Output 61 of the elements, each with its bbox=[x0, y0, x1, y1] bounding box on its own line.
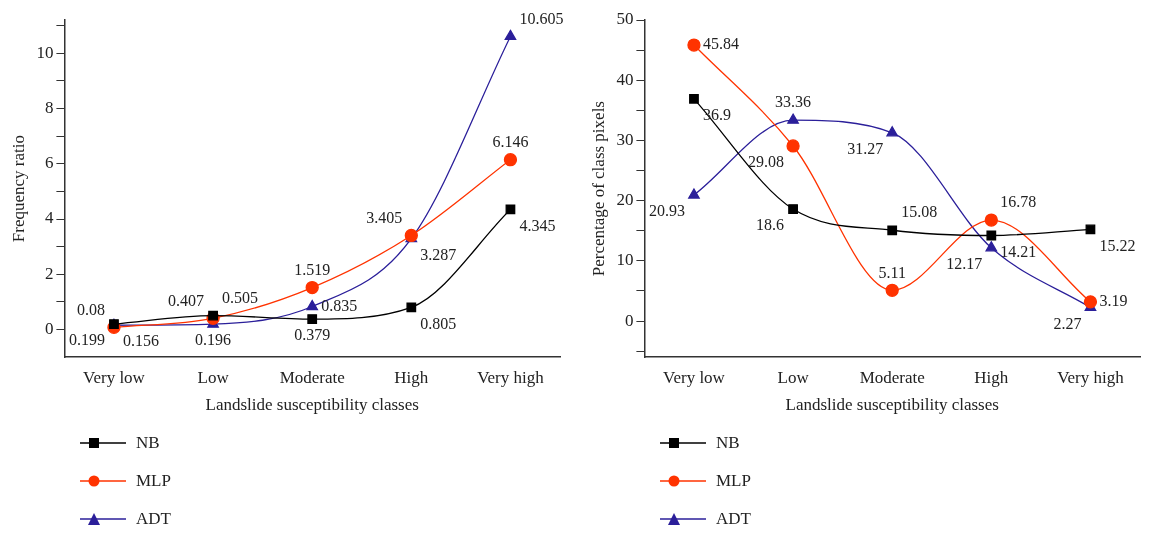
x-tick-label: Low bbox=[197, 367, 230, 387]
data-label: 0.196 bbox=[195, 331, 232, 349]
data-label: 45.84 bbox=[702, 35, 739, 53]
y-tick-label: 20 bbox=[616, 190, 634, 210]
data-label: 4.345 bbox=[519, 216, 556, 234]
legend-label: ADT bbox=[716, 509, 751, 529]
x-tick-label: Very low bbox=[83, 367, 146, 387]
y-tick-label: 50 bbox=[616, 9, 634, 29]
data-label: 3.287 bbox=[420, 245, 457, 263]
legend-label: ADT bbox=[136, 509, 171, 529]
data-label: 0.156 bbox=[122, 332, 159, 350]
data-label: 0.805 bbox=[420, 314, 457, 332]
y-tick-label: 0 bbox=[624, 310, 634, 330]
legend-label: NB bbox=[136, 433, 160, 453]
y-tick-label: 2 bbox=[44, 263, 54, 283]
data-label: 5.11 bbox=[878, 263, 906, 281]
x-tick-label: Moderate bbox=[859, 367, 925, 387]
legend-label: MLP bbox=[716, 471, 751, 491]
data-label: 0.199 bbox=[68, 331, 105, 349]
data-label: 0.505 bbox=[222, 288, 259, 306]
data-label: 31.27 bbox=[847, 139, 884, 157]
data-label: 1.519 bbox=[294, 260, 331, 278]
data-label: 2.27 bbox=[1053, 314, 1082, 332]
y-tick-label: 8 bbox=[44, 97, 54, 117]
data-label: 10.605 bbox=[519, 9, 564, 27]
y-tick-label: 10 bbox=[616, 250, 634, 270]
x-tick-label: Moderate bbox=[279, 367, 345, 387]
data-label: 20.93 bbox=[648, 202, 685, 220]
y-axis-title: Percentage of class pixels bbox=[588, 101, 608, 277]
x-axis-title: Landslide susceptibility classes bbox=[785, 395, 999, 415]
x-tick-label: High bbox=[974, 367, 1009, 387]
data-label: 14.21 bbox=[1000, 242, 1037, 260]
y-tick-label: 0 bbox=[44, 319, 54, 339]
y-tick-label: 10 bbox=[36, 42, 54, 62]
data-label: 0.407 bbox=[168, 291, 205, 309]
y-tick-label: 4 bbox=[44, 208, 54, 228]
data-label: 0.379 bbox=[294, 326, 331, 344]
x-tick-label: Very high bbox=[1057, 367, 1125, 387]
data-label: 6.146 bbox=[492, 132, 529, 150]
data-label: 0.08 bbox=[76, 300, 105, 318]
data-label: 16.78 bbox=[1000, 193, 1037, 211]
x-tick-label: Low bbox=[777, 367, 810, 387]
data-label: 15.22 bbox=[1099, 236, 1136, 254]
x-tick-label: High bbox=[394, 367, 429, 387]
data-label: 29.08 bbox=[748, 153, 785, 171]
data-label: 3.405 bbox=[366, 208, 403, 226]
data-label: 33.36 bbox=[775, 93, 812, 111]
x-tick-label: Very low bbox=[663, 367, 726, 387]
x-axis-title: Landslide susceptibility classes bbox=[205, 395, 419, 415]
data-label: 0.835 bbox=[321, 296, 358, 314]
data-label: 12.17 bbox=[946, 254, 983, 272]
data-label: 15.08 bbox=[901, 203, 938, 221]
x-tick-label: Very high bbox=[477, 367, 545, 387]
y-tick-label: 30 bbox=[616, 129, 634, 149]
y-axis-title: Frequency ratio bbox=[8, 135, 28, 243]
legend-label: MLP bbox=[136, 471, 171, 491]
legend-label: NB bbox=[716, 433, 740, 453]
y-tick-label: 40 bbox=[616, 69, 634, 89]
data-label: 3.19 bbox=[1099, 292, 1128, 310]
data-label: 18.6 bbox=[756, 216, 785, 234]
y-tick-label: 6 bbox=[44, 153, 54, 173]
